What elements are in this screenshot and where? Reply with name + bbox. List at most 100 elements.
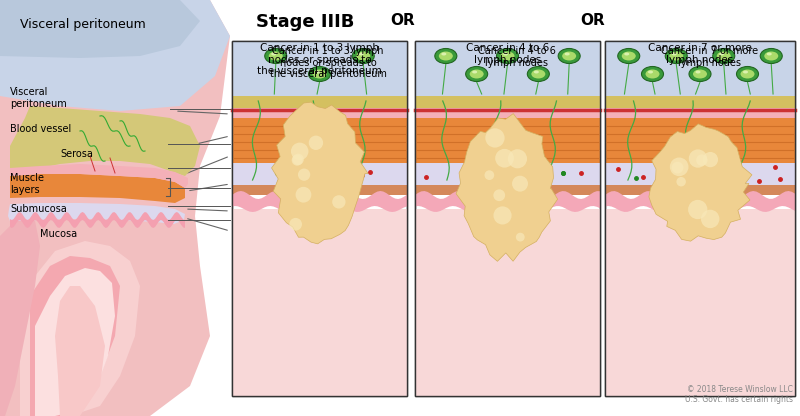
Polygon shape bbox=[55, 286, 105, 416]
Ellipse shape bbox=[265, 49, 286, 64]
Text: Submucosa: Submucosa bbox=[10, 204, 66, 214]
Bar bbox=[232, 96, 407, 108]
Circle shape bbox=[295, 187, 311, 203]
Ellipse shape bbox=[562, 52, 576, 60]
Ellipse shape bbox=[558, 49, 580, 64]
Text: OR: OR bbox=[390, 13, 415, 28]
Bar bbox=[232, 185, 407, 195]
Ellipse shape bbox=[741, 69, 754, 79]
Ellipse shape bbox=[313, 69, 326, 79]
Text: Cancer in 7 or more
lymph nodes: Cancer in 7 or more lymph nodes bbox=[648, 43, 752, 64]
Text: OR: OR bbox=[581, 13, 606, 28]
Bar bbox=[415, 41, 600, 396]
Circle shape bbox=[494, 206, 512, 225]
Ellipse shape bbox=[503, 52, 508, 55]
Ellipse shape bbox=[717, 52, 730, 60]
Ellipse shape bbox=[466, 67, 488, 82]
Bar bbox=[232, 41, 407, 396]
Circle shape bbox=[293, 154, 304, 165]
Ellipse shape bbox=[622, 52, 636, 60]
Text: Cancer in 1 to 3 lymph
nodes or spreads to
the visceral peritoneum: Cancer in 1 to 3 lymph nodes or spreads … bbox=[270, 46, 386, 79]
Polygon shape bbox=[415, 191, 600, 212]
Bar bbox=[605, 163, 795, 185]
Ellipse shape bbox=[527, 67, 550, 82]
Ellipse shape bbox=[470, 69, 484, 79]
Ellipse shape bbox=[648, 70, 653, 74]
Circle shape bbox=[672, 162, 683, 173]
Circle shape bbox=[495, 149, 514, 168]
Circle shape bbox=[298, 168, 310, 181]
Ellipse shape bbox=[356, 52, 370, 60]
Text: Stage IIIB: Stage IIIB bbox=[256, 13, 354, 31]
Polygon shape bbox=[30, 256, 120, 416]
Ellipse shape bbox=[764, 52, 778, 60]
Bar bbox=[415, 41, 600, 396]
Ellipse shape bbox=[689, 67, 711, 82]
Text: Blood vessel: Blood vessel bbox=[10, 124, 71, 134]
Polygon shape bbox=[0, 216, 40, 416]
Circle shape bbox=[696, 154, 708, 166]
Bar bbox=[415, 163, 600, 185]
Ellipse shape bbox=[442, 52, 446, 55]
Ellipse shape bbox=[358, 52, 364, 55]
Circle shape bbox=[309, 136, 323, 150]
Ellipse shape bbox=[666, 49, 687, 64]
Bar bbox=[605, 108, 795, 118]
Circle shape bbox=[292, 155, 302, 166]
Bar bbox=[232, 41, 407, 96]
Bar bbox=[605, 209, 795, 396]
Bar bbox=[605, 41, 795, 396]
Polygon shape bbox=[232, 191, 407, 212]
Ellipse shape bbox=[624, 52, 630, 55]
Bar bbox=[605, 96, 795, 108]
Text: Visceral
peritoneum: Visceral peritoneum bbox=[10, 87, 66, 109]
Text: Serosa: Serosa bbox=[60, 149, 93, 159]
Ellipse shape bbox=[737, 67, 758, 82]
Bar bbox=[415, 41, 600, 396]
Circle shape bbox=[512, 176, 528, 192]
Ellipse shape bbox=[695, 70, 701, 74]
Ellipse shape bbox=[439, 52, 453, 60]
Polygon shape bbox=[8, 203, 185, 224]
Circle shape bbox=[332, 195, 346, 208]
Ellipse shape bbox=[501, 52, 514, 60]
Bar bbox=[232, 209, 407, 396]
Circle shape bbox=[689, 149, 707, 168]
Bar bbox=[232, 108, 407, 118]
Bar bbox=[605, 41, 795, 396]
Ellipse shape bbox=[766, 52, 772, 55]
Circle shape bbox=[494, 189, 505, 201]
Bar bbox=[415, 96, 600, 108]
Ellipse shape bbox=[672, 52, 677, 55]
Bar bbox=[605, 185, 795, 195]
Circle shape bbox=[677, 177, 686, 186]
Text: Visceral peritoneum: Visceral peritoneum bbox=[20, 18, 146, 31]
Ellipse shape bbox=[315, 70, 320, 74]
Ellipse shape bbox=[309, 67, 330, 82]
Ellipse shape bbox=[642, 67, 663, 82]
Circle shape bbox=[670, 158, 689, 176]
Circle shape bbox=[486, 128, 505, 148]
Text: Cancer in 1 to 3 lymph
nodes or spreads to
the visceral peritoneum: Cancer in 1 to 3 lymph nodes or spreads … bbox=[257, 43, 382, 76]
Ellipse shape bbox=[472, 70, 477, 74]
Polygon shape bbox=[649, 124, 752, 241]
Circle shape bbox=[701, 210, 719, 228]
Circle shape bbox=[508, 149, 527, 168]
Bar bbox=[415, 118, 600, 163]
Ellipse shape bbox=[760, 49, 782, 64]
Ellipse shape bbox=[743, 70, 748, 74]
Bar bbox=[415, 209, 600, 396]
Circle shape bbox=[516, 233, 525, 242]
Text: Cancer in 7 or more
lymph nodes: Cancer in 7 or more lymph nodes bbox=[661, 46, 758, 67]
Polygon shape bbox=[10, 164, 188, 188]
Ellipse shape bbox=[565, 52, 570, 55]
Ellipse shape bbox=[497, 49, 518, 64]
Polygon shape bbox=[0, 0, 200, 58]
Bar bbox=[415, 185, 600, 195]
Text: Cancer in 4 to 6
lymph nodes: Cancer in 4 to 6 lymph nodes bbox=[466, 43, 549, 64]
Polygon shape bbox=[10, 106, 200, 176]
Text: Muscle
layers: Muscle layers bbox=[10, 173, 44, 195]
Polygon shape bbox=[0, 0, 230, 416]
Bar bbox=[605, 41, 795, 96]
Ellipse shape bbox=[271, 52, 276, 55]
